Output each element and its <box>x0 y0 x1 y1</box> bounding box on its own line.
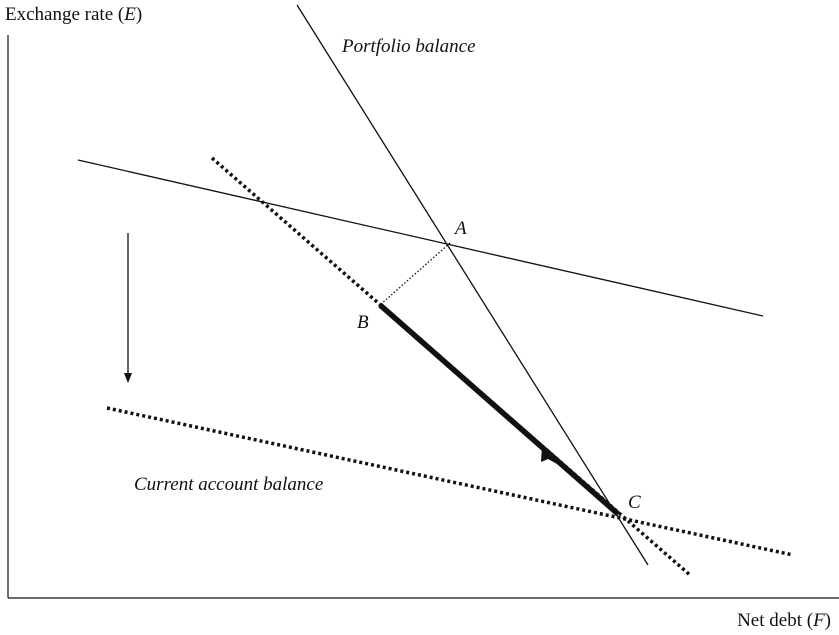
point-label: B <box>357 312 369 333</box>
point-label: A <box>453 218 467 239</box>
current-account-line <box>77 159 764 317</box>
x-axis-label: Net debt (F) <box>737 610 831 631</box>
new-current-account-line <box>106 406 794 557</box>
jump-line <box>379 242 451 306</box>
portfolio-line <box>296 4 649 566</box>
path-arrowhead <box>541 446 568 470</box>
adjustment-path <box>378 302 620 517</box>
current-account-label: Current account balance <box>134 474 323 495</box>
y-axis-label: Exchange rate (E) <box>5 4 142 25</box>
portfolio-label: Portfolio balance <box>341 36 476 57</box>
point-label: C <box>628 492 641 513</box>
